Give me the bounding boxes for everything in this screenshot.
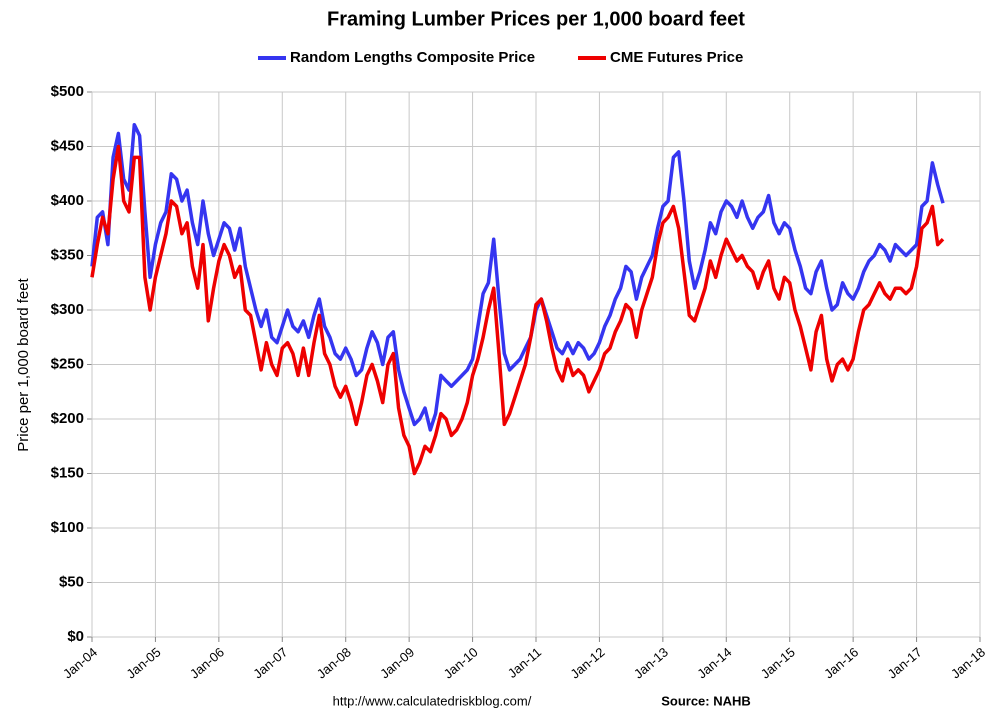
series-line [90, 122, 945, 432]
y-tick-label: $50 [59, 573, 84, 590]
legend-label: Random Lengths Composite Price [290, 49, 535, 66]
x-tick-label: Jan-05 [123, 644, 163, 681]
x-tick-label: Jan-18 [948, 644, 988, 681]
x-tick-label: Jan-13 [631, 644, 671, 681]
x-tick-label: Jan-10 [441, 644, 481, 681]
x-tick-label: Jan-15 [758, 644, 798, 681]
x-tick-label: Jan-09 [377, 644, 417, 681]
y-tick-label: $200 [51, 410, 84, 427]
chart-title: Framing Lumber Prices per 1,000 board fe… [327, 8, 745, 30]
y-tick-label: $100 [51, 519, 84, 536]
x-tick-label: Jan-08 [314, 644, 354, 681]
y-tick-label: $400 [51, 192, 84, 209]
y-tick-label: $300 [51, 301, 84, 318]
x-tick-label: Jan-07 [250, 644, 290, 681]
x-tick-label: Jan-06 [187, 644, 227, 681]
y-tick-label: $150 [51, 464, 84, 481]
x-tick-label: Jan-16 [821, 644, 861, 681]
y-tick-label: $0 [67, 628, 84, 645]
x-tick-label: Jan-12 [567, 644, 607, 681]
x-tick-label: Jan-14 [694, 644, 734, 681]
series-line [90, 144, 945, 476]
y-axis-label: Price per 1,000 board feet [15, 277, 32, 451]
y-tick-label: $350 [51, 246, 84, 263]
x-tick-label: Jan-11 [505, 644, 544, 680]
source: Source: NAHB [661, 693, 751, 708]
x-tick-label: Jan-17 [885, 644, 925, 681]
source-url: http://www.calculatedriskblog.com/ [333, 693, 532, 708]
y-tick-label: $250 [51, 355, 84, 372]
y-tick-label: $450 [51, 137, 84, 154]
legend-label: CME Futures Price [610, 49, 743, 66]
y-tick-label: $500 [51, 83, 84, 100]
x-tick-label: Jan-04 [60, 644, 100, 681]
